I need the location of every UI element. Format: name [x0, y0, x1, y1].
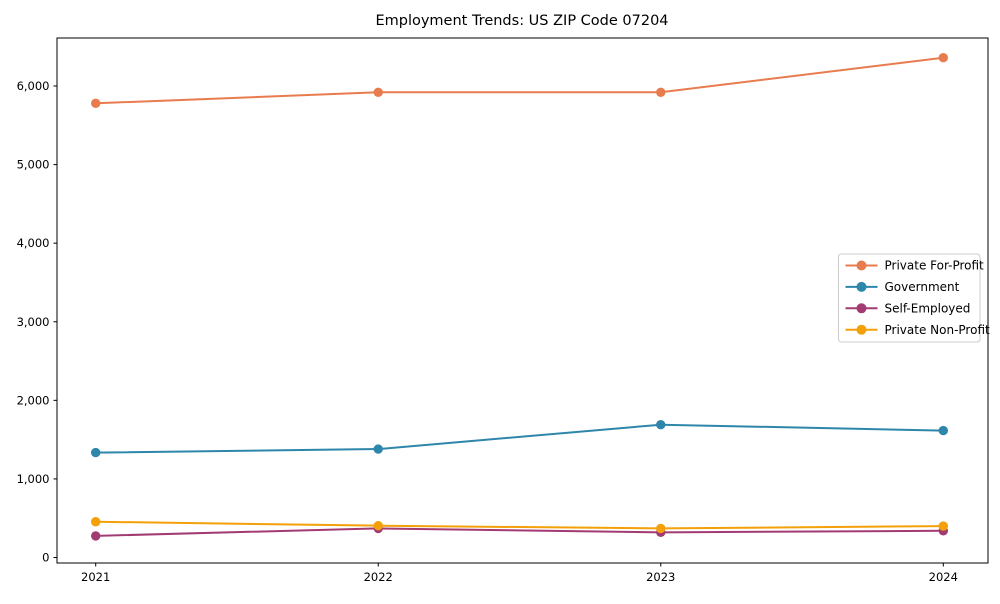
x-tick-label: 2021 — [81, 570, 110, 584]
x-tick-label: 2023 — [646, 570, 675, 584]
data-point-self-employed-2021 — [91, 531, 101, 541]
x-tick-label: 2024 — [929, 570, 958, 584]
y-tick-label: 1,000 — [17, 472, 50, 486]
data-point-government-2021 — [91, 447, 101, 458]
legend-entry-private-non-profit: Private Non-Profit — [845, 323, 991, 337]
data-point-government-2023 — [656, 419, 666, 430]
plot-frame — [56, 37, 989, 564]
chart-title: Employment Trends: US ZIP Code 07204 — [375, 13, 668, 29]
series-line-private-non-profit — [95, 520, 944, 530]
legend-label: Self-Employed — [885, 302, 971, 316]
data-point-government-2022 — [373, 444, 383, 454]
data-point-private-non-profit-2022 — [373, 520, 383, 531]
data-point-private-non-profit-2023 — [656, 523, 666, 534]
legend-swatch-marker — [856, 260, 867, 271]
legend-label: Private Non-Profit — [885, 323, 991, 337]
y-tick-label: 5,000 — [17, 158, 50, 172]
y-tick-label: 2,000 — [17, 393, 50, 407]
legend-label: Government — [885, 280, 960, 294]
data-point-private-for-profit-2022 — [373, 87, 383, 97]
legend: Private For-Profit Government Self-Employe… — [838, 253, 991, 343]
data-point-private-for-profit-2024 — [938, 53, 948, 63]
data-point-private-for-profit-2023 — [656, 87, 666, 97]
series-line-government — [95, 423, 944, 454]
x-tick-label: 2022 — [364, 570, 393, 584]
legend-swatch-marker — [856, 324, 867, 335]
data-point-private-non-profit-2021 — [91, 517, 101, 527]
y-tick-label: 3,000 — [17, 315, 50, 329]
legend-box — [838, 253, 981, 343]
data-point-private-for-profit-2021 — [91, 98, 101, 109]
y-tick-label: 0 — [42, 550, 49, 564]
legend-entry-government: Government — [845, 280, 960, 294]
y-tick-label: 4,000 — [17, 236, 50, 250]
legend-swatch-marker — [856, 303, 867, 314]
data-point-government-2024 — [938, 425, 948, 436]
legend-entry-self-employed: Self-Employed — [845, 302, 971, 316]
series-line-private-for-profit — [95, 56, 944, 105]
legend-label: Private For-Profit — [885, 259, 985, 273]
series-line-self-employed — [95, 527, 944, 537]
plot-area: 0 1,000 2,000 3,000 4,000 5,000 6,000 2021 2022 2… — [17, 37, 991, 584]
legend-entry-private-for-profit: Private For-Profit — [845, 259, 985, 273]
data-point-private-non-profit-2024 — [938, 521, 948, 531]
y-tick-label: 6,000 — [17, 79, 50, 93]
legend-swatch-marker — [856, 281, 867, 292]
